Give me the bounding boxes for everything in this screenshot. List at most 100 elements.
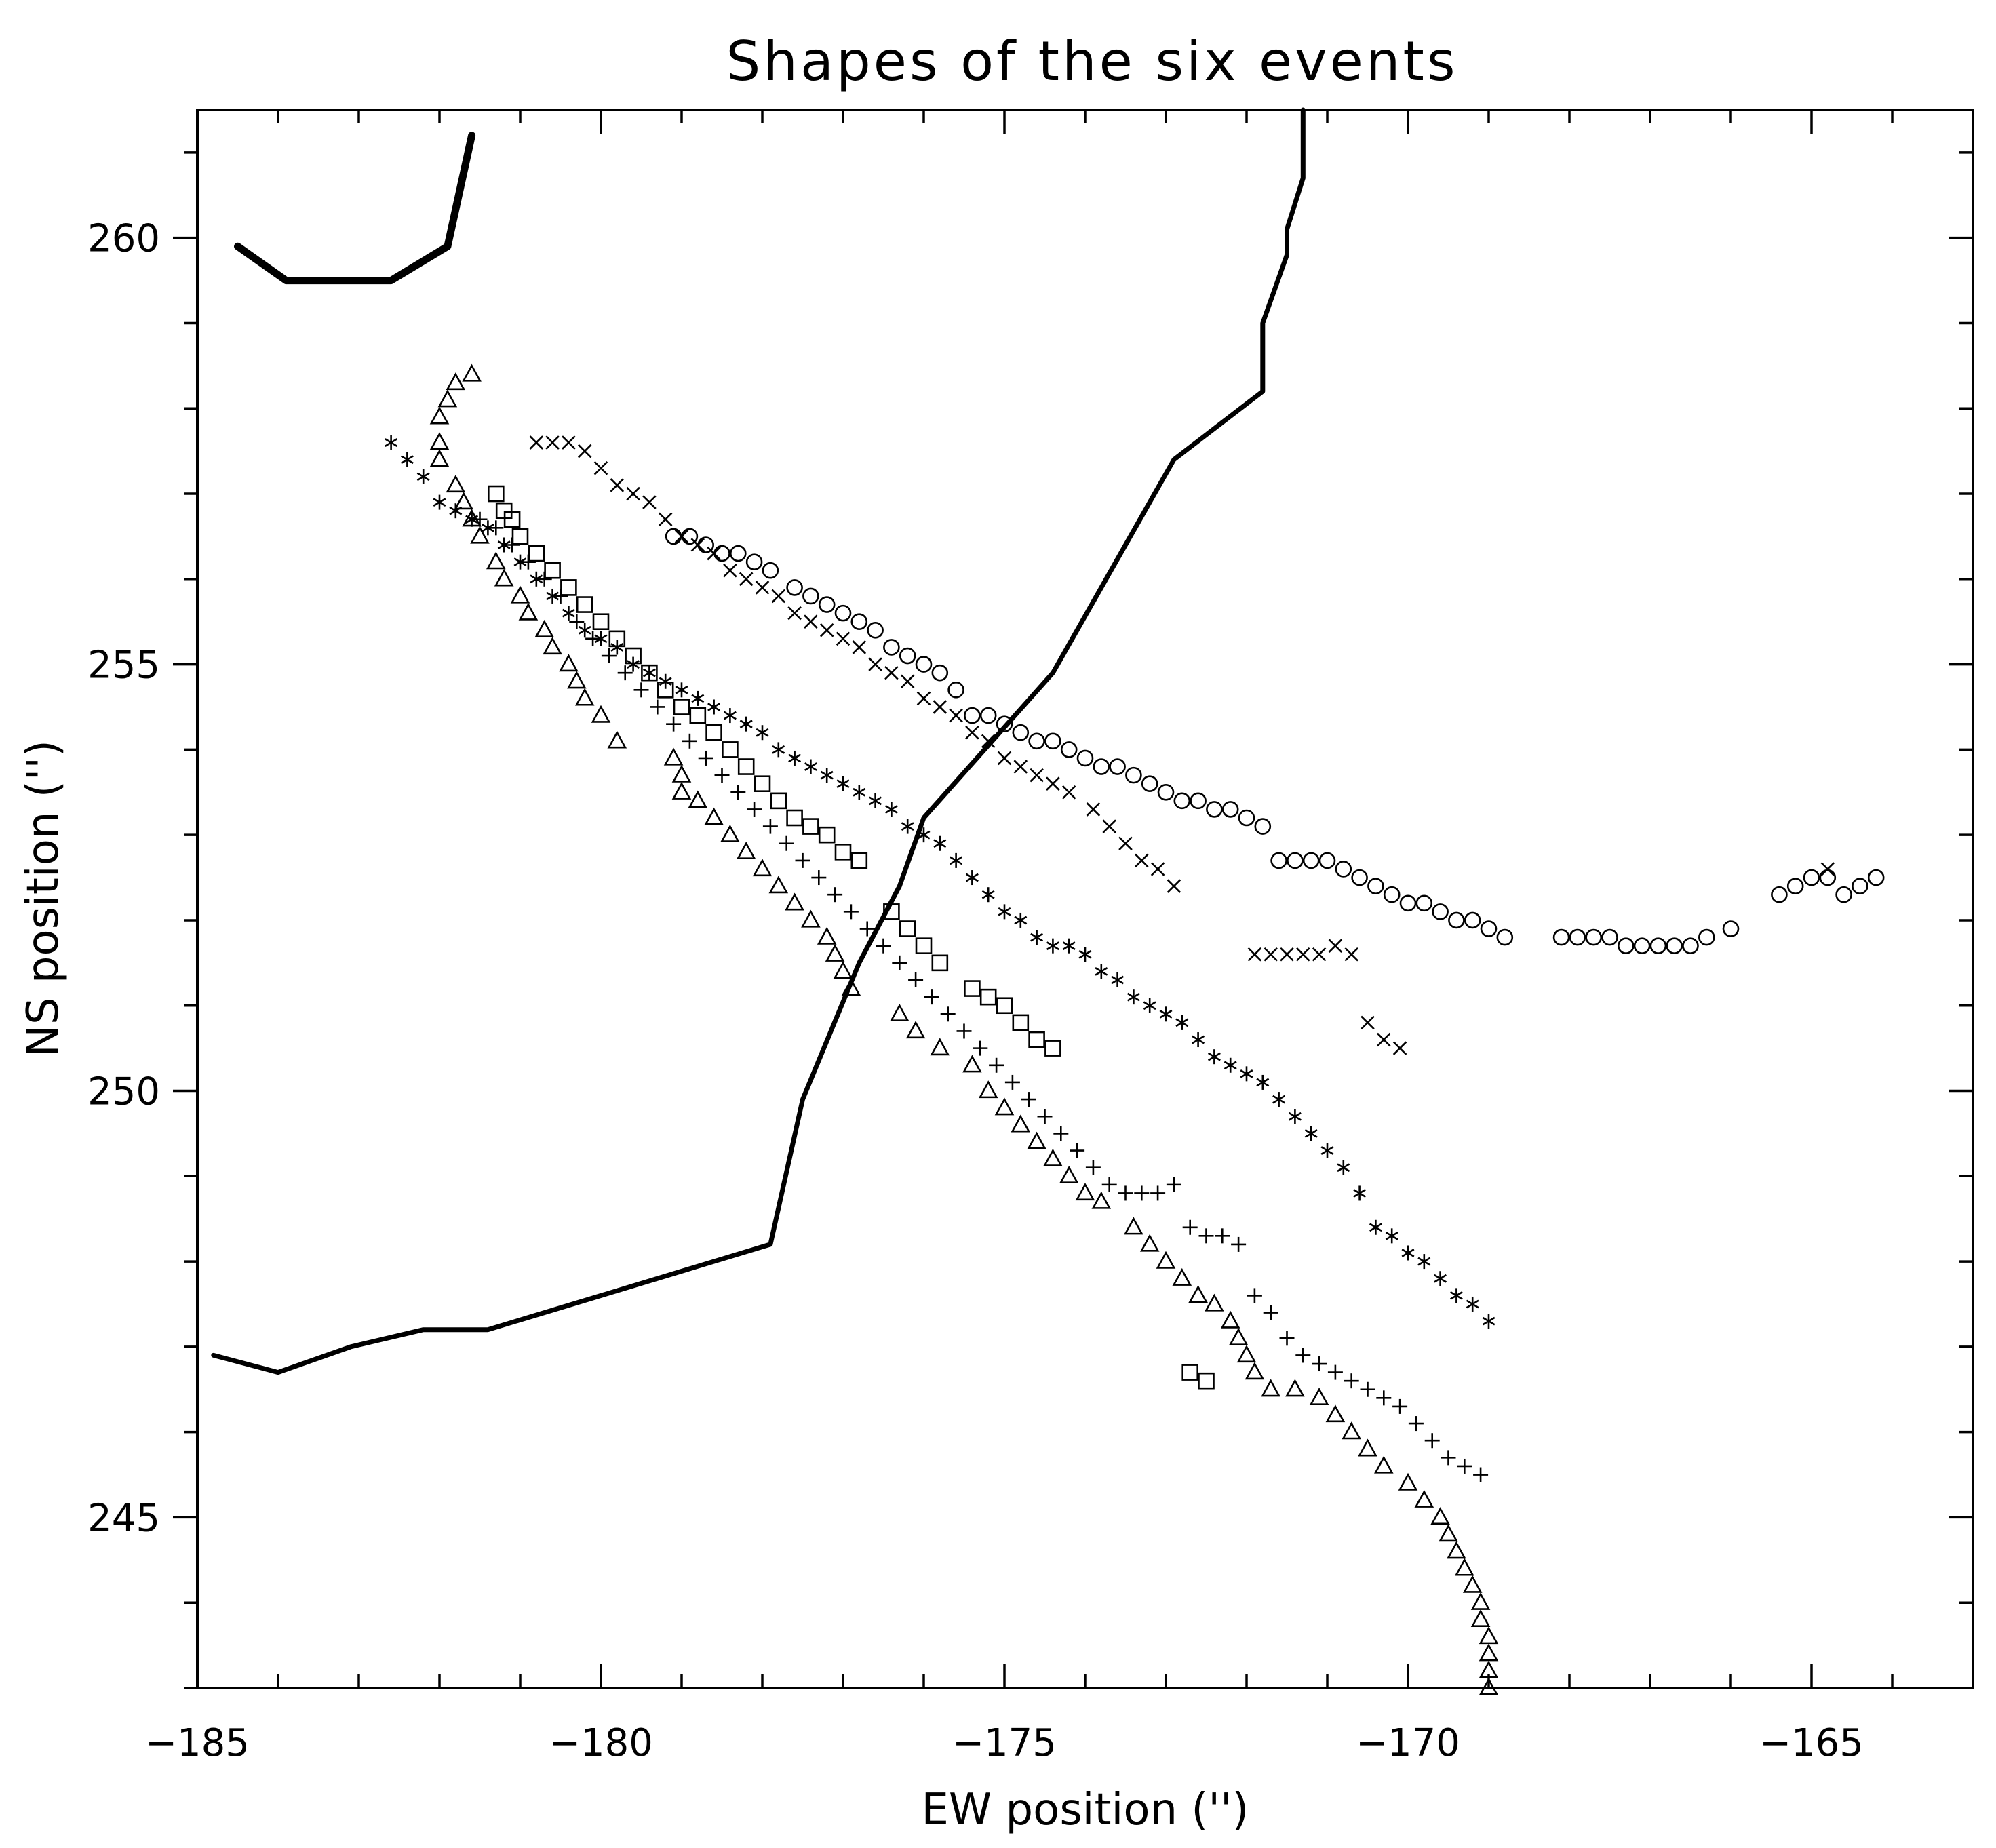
star-point-7	[481, 520, 494, 536]
triangle-point-49	[1124, 1217, 1143, 1235]
circle-point-37	[1254, 818, 1272, 835]
plus-point-51	[1279, 1331, 1295, 1346]
series-triangle	[429, 363, 1499, 1695]
circle-point-17	[931, 664, 949, 682]
plus-point-34	[1004, 1074, 1020, 1090]
circle-point-9	[802, 587, 819, 605]
square-point-6	[544, 562, 561, 579]
star-point-39	[998, 904, 1011, 920]
square-point-8	[576, 596, 593, 613]
plus-point-18	[747, 802, 762, 817]
circle-point-65	[1786, 878, 1804, 894]
star-point-32	[884, 802, 898, 817]
triangle-point-55	[1220, 1310, 1240, 1329]
star-point-19	[675, 682, 688, 698]
star-point-10	[530, 571, 543, 587]
star-point-57	[1288, 1109, 1302, 1124]
square-point-30	[964, 980, 981, 997]
x-tick-label: −175	[952, 1721, 1057, 1765]
x-point-32	[1030, 768, 1044, 783]
circle-point-43	[1351, 869, 1368, 886]
triangle-point-38	[905, 1021, 926, 1039]
x-point-17	[787, 606, 802, 621]
x-point-1	[529, 435, 544, 450]
star-point-65	[1417, 1254, 1431, 1270]
square-point-14	[673, 699, 690, 715]
triangle-point-65	[1374, 1455, 1394, 1474]
triangle-point-14	[518, 602, 539, 621]
star-point-55	[1256, 1074, 1270, 1090]
plus-point-2	[488, 520, 504, 536]
star-point-34	[917, 827, 931, 843]
x-point-7	[626, 486, 640, 501]
star-point-20	[691, 690, 705, 706]
triangle-point-59	[1261, 1379, 1280, 1397]
y-tick-label: 260	[87, 217, 160, 261]
circle-point-24	[1044, 732, 1061, 750]
star-point-62	[1369, 1219, 1382, 1235]
x-point-9	[658, 512, 673, 527]
star-point-47	[1127, 989, 1140, 1005]
x-point-19	[819, 623, 834, 637]
circle-point-13	[867, 621, 884, 639]
star-point-22	[723, 708, 737, 724]
circle-point-45	[1383, 886, 1401, 903]
y-tick-label: 250	[87, 1070, 160, 1114]
x-point-24	[900, 674, 915, 689]
triangle-point-64	[1358, 1438, 1377, 1457]
circle-point-66	[1803, 869, 1820, 886]
x-point-46	[1328, 939, 1343, 953]
x-point-26	[933, 700, 947, 714]
plus-point-61	[1441, 1450, 1456, 1466]
triangle-point-24	[671, 781, 692, 800]
x-point-30	[997, 751, 1012, 766]
circle-point-46	[1399, 894, 1417, 912]
boundary-line-1	[234, 132, 476, 285]
square-point-5	[528, 545, 545, 562]
triangle-point-61	[1309, 1387, 1329, 1405]
square-point-11	[625, 647, 642, 665]
circle-point-25	[1060, 741, 1078, 758]
star-point-3	[416, 469, 430, 484]
triangle-point-3	[437, 389, 458, 408]
circle-point-41	[1318, 852, 1336, 869]
x-point-18	[804, 614, 818, 629]
circle-point-22	[1012, 724, 1030, 741]
plus-point-5	[536, 571, 552, 587]
y-axis-label: NS position ('')	[18, 740, 69, 1057]
square-point-24	[834, 844, 852, 861]
plus-point-12	[650, 699, 665, 715]
plus-point-7	[569, 614, 585, 629]
star-point-16	[627, 656, 640, 672]
plus-point-35	[1021, 1092, 1036, 1107]
x-point-40	[1167, 879, 1181, 893]
series-plus	[472, 511, 1489, 1482]
circle-point-21	[996, 715, 1013, 732]
x-point-34	[1061, 785, 1076, 800]
x-point-43	[1280, 947, 1294, 962]
triangle-point-71	[1455, 1558, 1474, 1576]
x-point-41	[1247, 947, 1262, 962]
circle-point-15	[899, 647, 916, 665]
x-tick-label: −170	[1356, 1721, 1460, 1765]
plus-point-21	[795, 852, 810, 868]
triangle-point-25	[688, 790, 708, 808]
triangle-point-28	[736, 841, 756, 859]
x-point-21	[852, 640, 867, 654]
plus-point-3	[505, 537, 520, 553]
triangle-point-20	[591, 705, 611, 723]
series-x	[529, 435, 1835, 1055]
triangle-point-23	[671, 764, 692, 783]
axis-ticks	[173, 110, 1974, 1689]
circle-point-30	[1141, 775, 1158, 792]
star-point-61	[1353, 1185, 1367, 1201]
star-point-9	[513, 554, 527, 570]
star-point-41	[1030, 930, 1044, 945]
square-point-28	[915, 937, 933, 954]
triangle-point-66	[1398, 1472, 1418, 1491]
event-markers	[385, 363, 1885, 1695]
x-point-49	[1377, 1032, 1391, 1047]
square-point-27	[899, 920, 916, 937]
square-point-37	[1198, 1372, 1215, 1390]
